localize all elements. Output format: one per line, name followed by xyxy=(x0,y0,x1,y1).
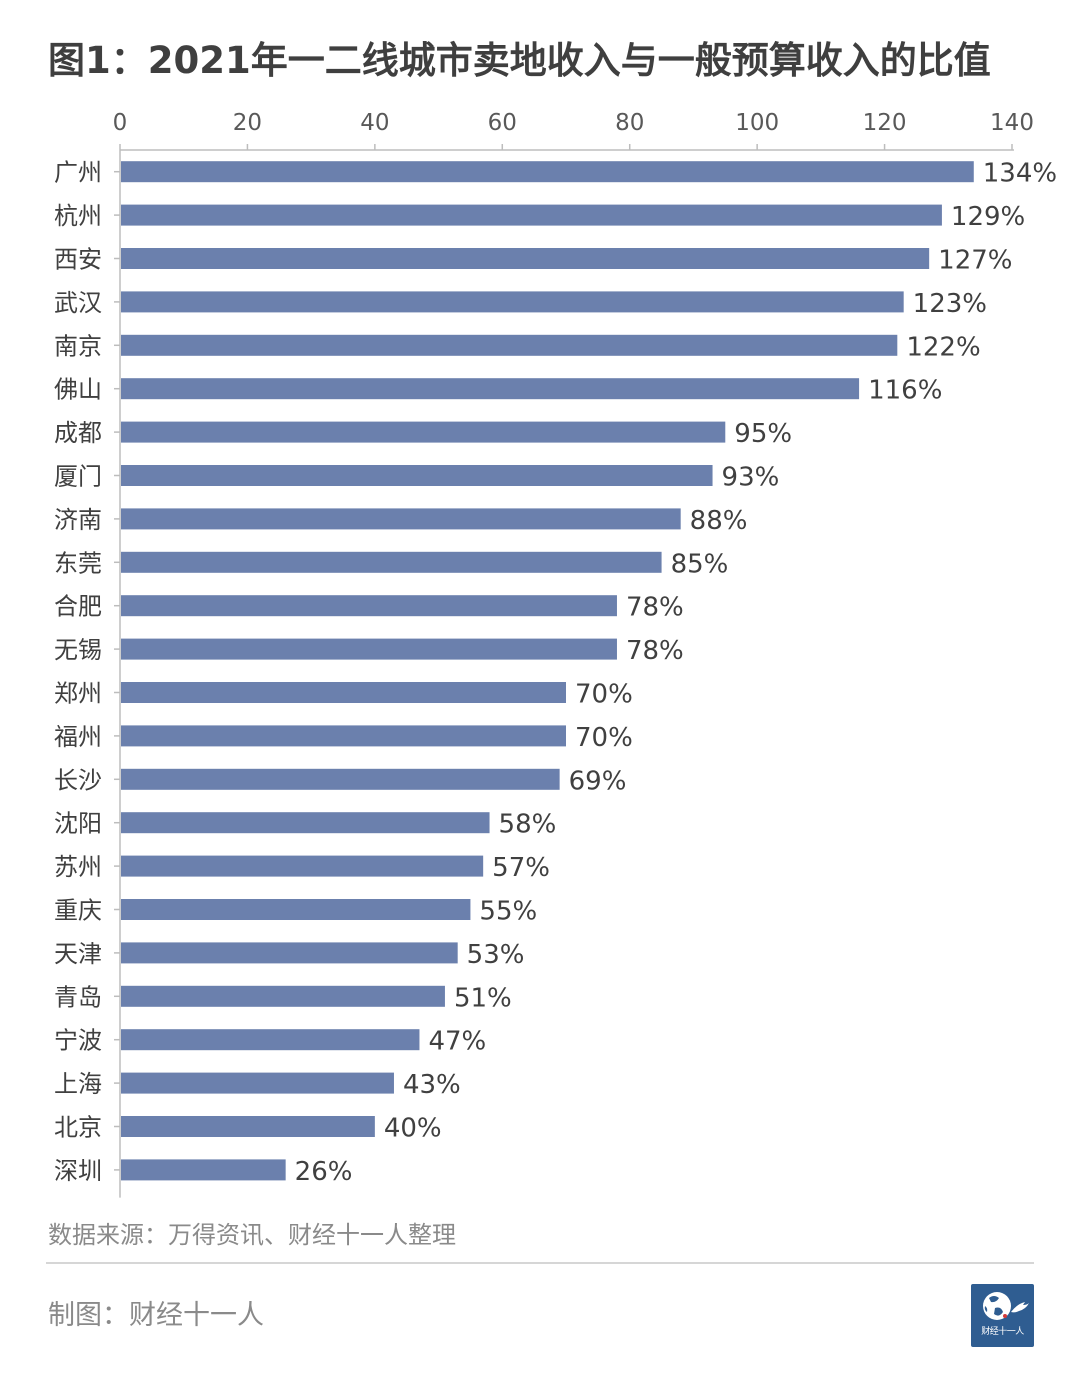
data-label: 93% xyxy=(722,463,780,493)
category-label: 宁波 xyxy=(54,1027,102,1055)
category-label: 沈阳 xyxy=(54,810,102,838)
data-label: 47% xyxy=(428,1027,486,1057)
bar xyxy=(121,985,445,1007)
bar xyxy=(121,204,942,226)
data-label: 85% xyxy=(671,549,729,579)
globe-icon xyxy=(983,1292,1029,1320)
category-label: 合肥 xyxy=(54,593,102,621)
category-label: 长沙 xyxy=(54,766,102,794)
bar xyxy=(121,682,566,703)
bar xyxy=(121,1072,394,1094)
footer-divider xyxy=(46,1262,1034,1264)
data-label: 70% xyxy=(575,680,633,710)
x-tick-label: 80 xyxy=(615,110,644,136)
bar xyxy=(121,638,617,660)
bar xyxy=(121,855,484,877)
category-label: 郑州 xyxy=(54,680,102,708)
bar xyxy=(121,551,662,573)
bar xyxy=(121,768,560,790)
chart-credit: 制图：财经十一人 xyxy=(48,1300,264,1331)
bar xyxy=(121,1029,420,1051)
bar xyxy=(121,595,617,617)
category-label: 苏州 xyxy=(54,853,102,881)
category-label: 南京 xyxy=(54,332,102,360)
data-label: 134% xyxy=(983,159,1057,189)
x-tick-label: 60 xyxy=(488,110,517,136)
data-label: 78% xyxy=(626,636,684,666)
data-label: 123% xyxy=(913,289,987,319)
data-label: 58% xyxy=(499,810,557,840)
x-tick-label: 140 xyxy=(990,110,1034,136)
category-label: 佛山 xyxy=(54,376,102,404)
data-label: 40% xyxy=(384,1114,442,1144)
x-tick-label: 100 xyxy=(735,110,779,136)
bar xyxy=(121,812,490,834)
bar xyxy=(121,1159,286,1181)
x-tick-label: 20 xyxy=(233,110,262,136)
category-label: 重庆 xyxy=(54,897,102,925)
category-label: 西安 xyxy=(54,246,102,274)
logo-text: 财经十一人 xyxy=(981,1327,1024,1337)
bar-chart: 0 20 40 60 80 100 120 140 广州 134% 杭州 129% 西安 127% 武汉 12… xyxy=(54,110,1057,1198)
data-label: 55% xyxy=(479,897,537,927)
bar xyxy=(121,465,713,486)
data-label: 53% xyxy=(467,940,525,970)
x-tick-label: 120 xyxy=(863,110,907,136)
data-label: 57% xyxy=(492,853,550,883)
bar xyxy=(121,508,681,530)
category-label: 杭州 xyxy=(54,202,102,230)
data-label: 43% xyxy=(403,1070,461,1100)
bar xyxy=(121,378,860,400)
data-label: 78% xyxy=(626,593,684,623)
bar xyxy=(121,1116,375,1137)
brand-logo: 财经十一人 xyxy=(971,1284,1034,1347)
category-label: 无锡 xyxy=(54,636,102,664)
data-label: 88% xyxy=(690,506,748,536)
chart-title: 图1：2021年一二线城市卖地收入与一般预算收入的比值 xyxy=(48,39,991,82)
bar xyxy=(121,291,904,313)
x-tick-label: 0 xyxy=(113,110,128,136)
data-label: 51% xyxy=(454,983,512,1013)
category-label: 福州 xyxy=(54,723,102,751)
bar xyxy=(121,334,898,356)
bar xyxy=(121,161,974,183)
bar xyxy=(121,248,930,269)
data-source-note: 数据来源：万得资讯、财经十一人整理 xyxy=(48,1221,456,1249)
category-label: 深圳 xyxy=(54,1157,102,1185)
bar xyxy=(121,725,566,747)
category-label: 济南 xyxy=(54,506,102,534)
category-label: 上海 xyxy=(54,1070,102,1098)
category-label: 厦门 xyxy=(54,463,102,491)
data-label: 69% xyxy=(569,766,627,796)
bar xyxy=(121,899,471,920)
category-label: 天津 xyxy=(54,940,102,968)
data-label: 122% xyxy=(906,332,980,362)
data-label: 70% xyxy=(575,723,633,753)
data-label: 95% xyxy=(734,419,792,449)
category-label: 青岛 xyxy=(54,983,102,1011)
x-tick-label: 40 xyxy=(360,110,389,136)
bar xyxy=(121,942,458,964)
category-label: 武汉 xyxy=(54,289,102,317)
category-label: 成都 xyxy=(54,419,102,447)
category-label: 广州 xyxy=(54,159,102,187)
bar xyxy=(121,421,726,443)
category-label: 北京 xyxy=(54,1114,102,1142)
data-label: 26% xyxy=(295,1157,353,1187)
data-label: 116% xyxy=(868,376,942,406)
category-label: 东莞 xyxy=(54,549,102,577)
data-label: 127% xyxy=(938,246,1012,276)
data-label: 129% xyxy=(951,202,1025,232)
